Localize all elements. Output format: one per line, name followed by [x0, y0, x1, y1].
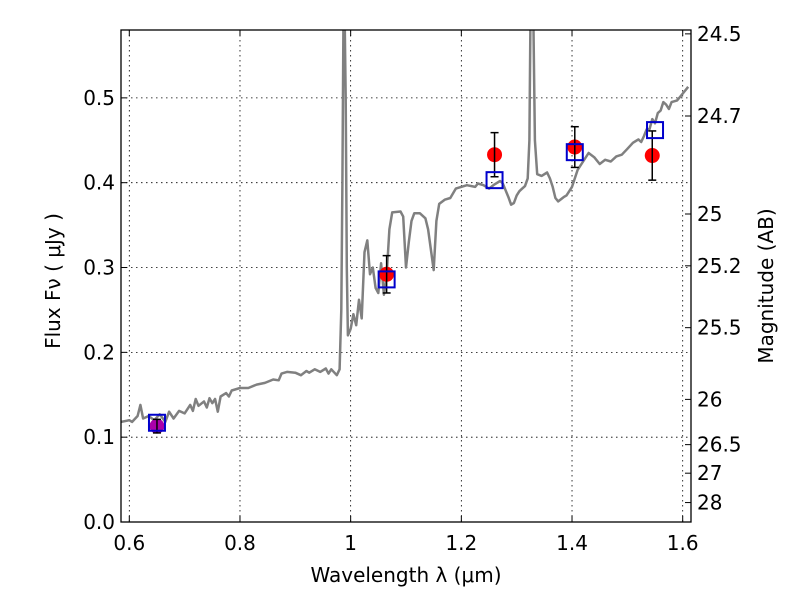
- x-tick-label: 1.2: [445, 531, 477, 555]
- ticks: [121, 30, 691, 523]
- x-axis-label: Wavelength λ (μm): [310, 563, 501, 587]
- y2-tick-label: 25.5: [697, 316, 742, 340]
- photometry-layer: [147, 121, 665, 434]
- y-tick-label: 0.5: [83, 86, 115, 110]
- y2-tick-label: 25: [697, 202, 722, 226]
- x-tick-label: 1: [344, 531, 357, 555]
- model-square: [485, 171, 504, 190]
- y2-tick-label: 27: [697, 461, 722, 485]
- x-tick-label: 0.8: [224, 531, 256, 555]
- model-square: [565, 143, 584, 162]
- x-tick-label: 0.6: [113, 531, 145, 555]
- x-tick-label: 1.6: [667, 531, 699, 555]
- model-spectrum-line: [121, 30, 690, 424]
- model-square: [646, 121, 665, 140]
- y2-tick-label: 28: [697, 491, 722, 515]
- y2-tick-label: 26: [697, 387, 722, 411]
- y-tick-label: 0.2: [83, 340, 115, 364]
- y2-tick-label: 26.5: [697, 433, 742, 457]
- y-tick-label: 0.0: [83, 510, 115, 534]
- y-tick-label: 0.4: [83, 171, 115, 195]
- y-axis-label: Flux Fν ( μJy ): [41, 213, 65, 349]
- grid: [121, 30, 691, 523]
- y2-tick-label: 24.7: [697, 104, 742, 128]
- tick-labels: 0.6 0.8 1 1.2 1.4 1.6 0.0 0.1 0.2 0.3 0.4 0.5 24.5 24…: [83, 22, 741, 555]
- model-square: [377, 270, 396, 289]
- y2-tick-label: 24.5: [697, 22, 742, 46]
- y-tick-label: 0.3: [83, 256, 115, 280]
- model-spectrum-layer: [121, 30, 690, 424]
- y-tick-label: 0.1: [83, 425, 115, 449]
- x-tick-label: 1.4: [556, 531, 588, 555]
- model-square: [147, 413, 166, 432]
- y2-axis-label: Magnitude (AB): [754, 208, 778, 363]
- plot-frame: [120, 29, 692, 523]
- y2-tick-label: 25.2: [697, 254, 742, 278]
